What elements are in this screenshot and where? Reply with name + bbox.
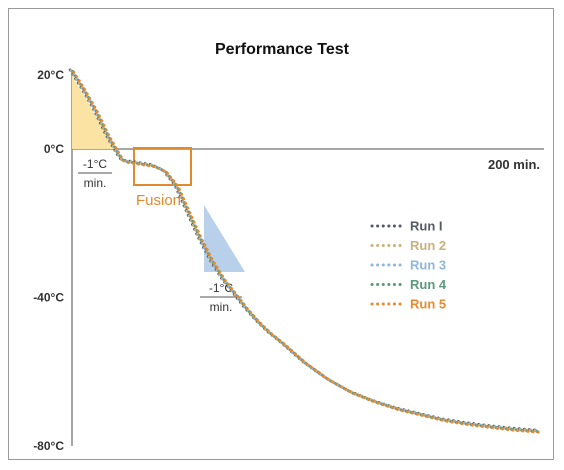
rate-1-top: -1°C [83, 157, 107, 171]
series-line-1 [68, 68, 537, 432]
y-tick-label: 20°C [37, 68, 64, 82]
chart-frame [8, 8, 554, 460]
series-line-4 [71, 70, 540, 434]
series-layer [68, 68, 541, 434]
legend-label-5: Run 5 [410, 297, 446, 312]
chart-title: Performance Test [215, 41, 350, 58]
legend-label-3: Run 3 [410, 258, 446, 273]
legend-label-2: Run 2 [410, 238, 446, 253]
rate-2-bottom: min. [210, 300, 233, 314]
cooling-rate-triangle-2 [204, 205, 245, 272]
y-tick-labels: 20°C 0°C -40°C -80°C [33, 68, 64, 453]
series-line-5 [72, 70, 541, 434]
y-tick-label: -80°C [33, 439, 64, 453]
series-line-2 [69, 69, 538, 433]
y-tick-label: 0°C [44, 142, 64, 156]
x-end-label: 200 min. [488, 157, 540, 172]
rate-1-bottom: min. [84, 176, 107, 190]
fusion-label: Fusion [136, 192, 181, 209]
y-tick-label: -40°C [33, 291, 64, 305]
series-line-3 [70, 69, 539, 433]
fusion-box [133, 147, 192, 186]
axes [71, 72, 544, 446]
legend: Run I Run 2 Run 3 Run 4 Run 5 [370, 219, 447, 312]
legend-label-1: Run I [410, 219, 443, 234]
legend-label-4: Run 4 [410, 277, 447, 292]
